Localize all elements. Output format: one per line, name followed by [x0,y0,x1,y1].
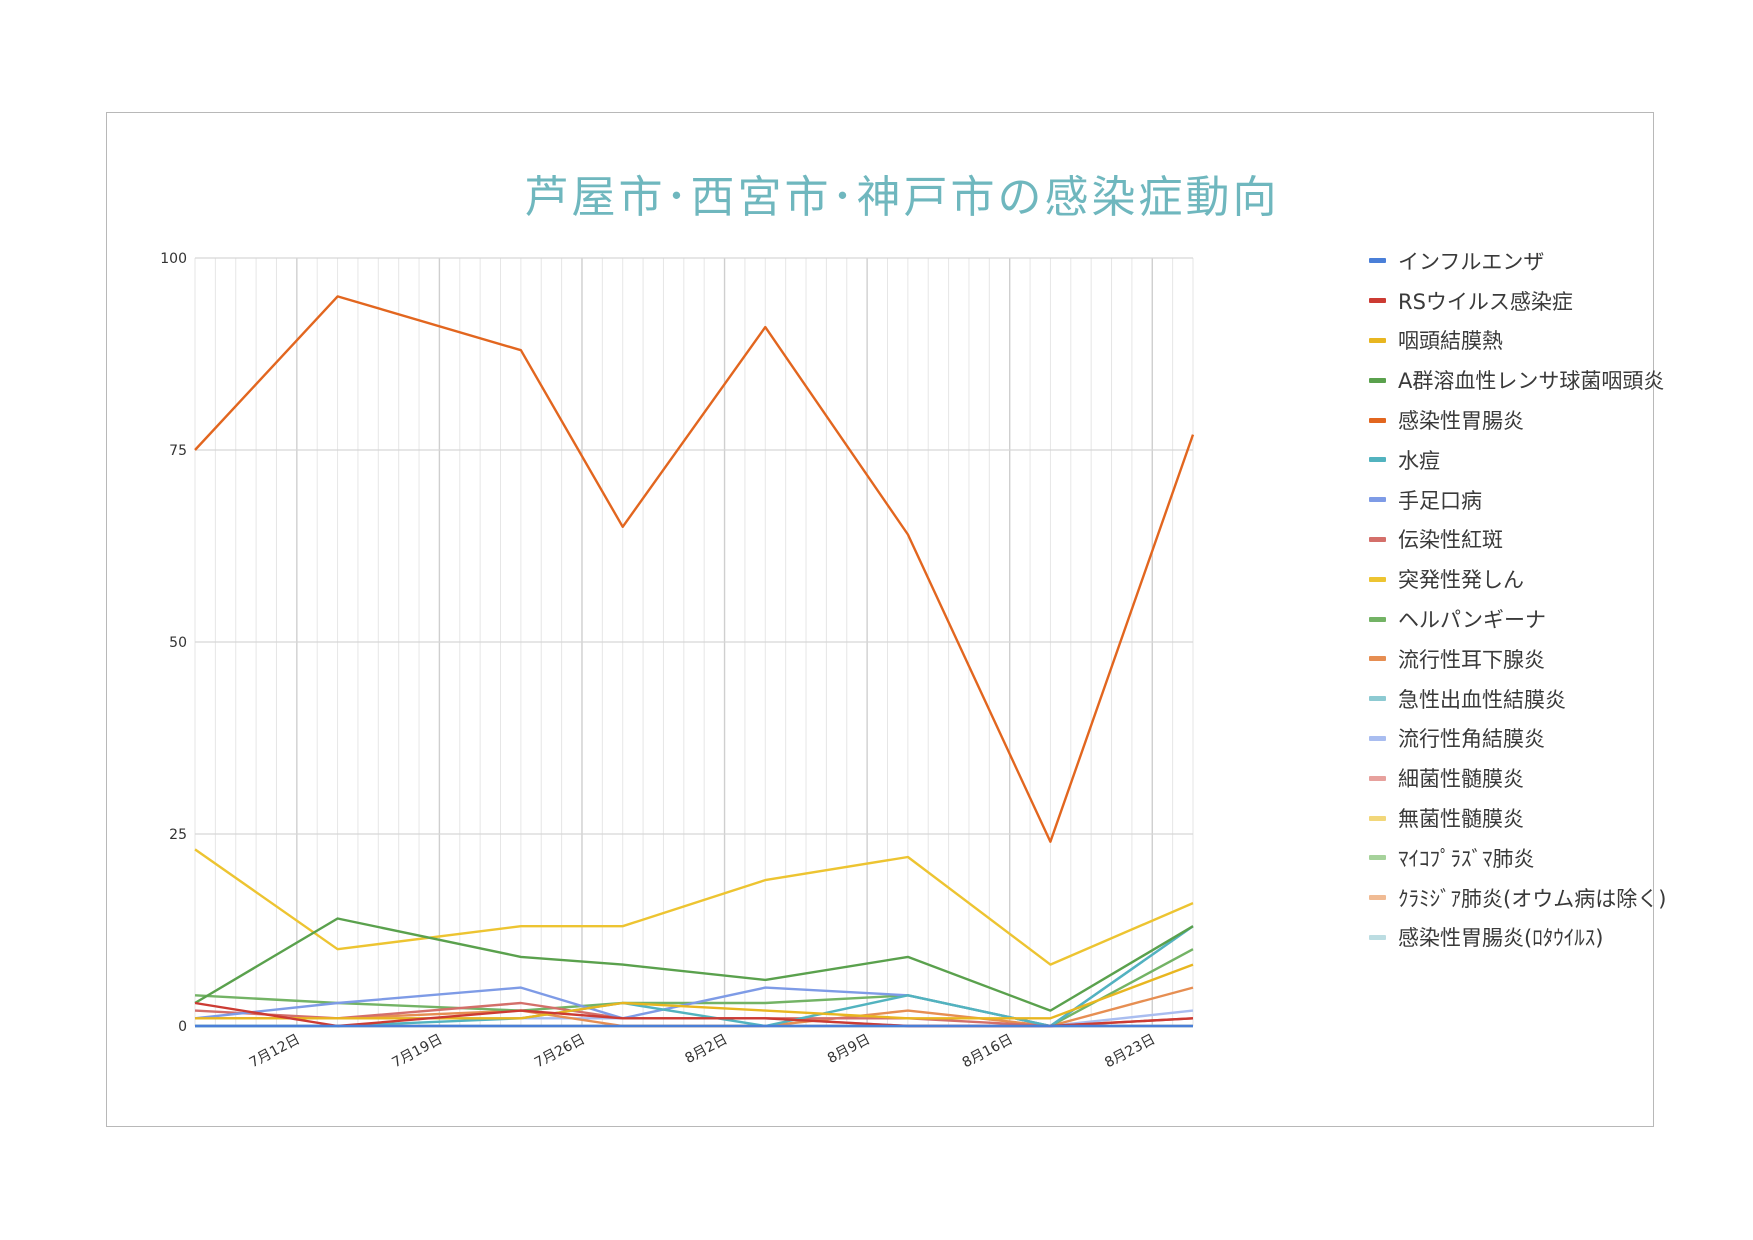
legend-item: インフルエンザ [1369,241,1649,281]
legend-label: RSウイルス感染症 [1398,289,1573,314]
series-line [194,925,1194,1028]
legend-item: 感染性胃腸炎 [1369,400,1649,440]
x-tick-label: 8月16日 [960,1031,1016,1071]
x-tick-label: 8月2日 [682,1031,730,1067]
legend-item: 無菌性髄膜炎 [1369,798,1649,838]
series-line [194,295,1195,843]
legend-item: ヘルパンギーナ [1369,599,1649,639]
legend-swatch [1369,656,1386,662]
legend-label: 流行性耳下腺炎 [1398,647,1545,672]
legend-label: 感染性胃腸炎 [1398,409,1524,434]
legend-swatch [1369,337,1386,343]
legend-swatch [1369,377,1386,383]
y-tick-label: 50 [169,635,187,651]
legend-swatch [1369,735,1386,741]
legend-item: 急性出血性結膜炎 [1369,679,1649,719]
y-tick-label: 0 [178,1019,187,1035]
legend-swatch [1369,815,1386,821]
legend-label: ヘルパンギーナ [1398,608,1547,633]
x-tick-label: 7月12日 [247,1031,303,1071]
legend-label: 咽頭結膜熱 [1398,329,1503,354]
x-tick-label: 8月23日 [1102,1031,1158,1071]
legend-swatch [1369,775,1386,781]
legend-swatch [1369,934,1386,940]
legend-label: 急性出血性結膜炎 [1398,687,1566,712]
legend: インフルエンザ RSウイルス感染症 咽頭結膜熱 A群溶血性レンサ球菌咽頭炎 感染性胃腸炎… [1369,241,1666,958]
legend-label: 突発性発しん [1398,568,1524,593]
legend-label: ﾏｲｺﾌﾟﾗｽﾞﾏ肺炎 [1398,846,1535,871]
legend-swatch [1369,536,1386,542]
line-chart: 0 25 50 75 100 7月12日 7月19日 7月26日 8月2日 8月9日 8月16日 8月… [160,251,1195,1071]
x-tick-label: 8月9日 [825,1031,873,1067]
y-tick-label: 75 [169,443,187,459]
chart-title: 芦屋市･西宮市･神戸市の感染症動向 [524,172,1280,223]
legend-swatch [1369,576,1386,582]
legend-swatch [1369,616,1386,622]
legend-item: RSウイルス感染症 [1369,281,1649,321]
chart-frame: 芦屋市･西宮市･神戸市の感染症動向 0 25 50 75 100 7月12日 7月19日 7月… [106,112,1666,1127]
legend-swatch [1369,258,1386,264]
legend-item: 伝染性紅斑 [1369,520,1649,560]
legend-item: A群溶血性レンサ球菌咽頭炎 [1369,360,1664,400]
x-tick-label: 7月26日 [532,1031,588,1071]
axes: 0 25 50 75 100 7月12日 7月19日 7月26日 8月2日 8月9日 8月16日 8月… [160,251,1193,1071]
legend-label: 細菌性髄膜炎 [1398,767,1524,792]
grid [194,257,1194,1027]
y-tick-label: 25 [169,827,187,843]
legend-swatch [1369,457,1386,463]
legend-label: 流行性角結膜炎 [1398,727,1545,752]
legend-swatch [1369,855,1386,861]
legend-label: インフルエンザ [1398,249,1545,274]
legend-item: 咽頭結膜熱 [1369,321,1649,361]
legend-swatch [1369,696,1386,702]
series-line [195,925,1194,1028]
legend-item: 水痘 [1369,440,1649,480]
series-lines [194,295,1195,1028]
legend-item: 突発性発しん [1369,559,1649,599]
legend-label: 感染性胃腸炎(ﾛﾀｳｲﾙｽ) [1398,926,1604,951]
legend-label: 伝染性紅斑 [1398,528,1503,553]
series-line [195,963,1194,1020]
legend-item: 細菌性髄膜炎 [1369,758,1649,798]
legend-label: 手足口病 [1398,488,1482,513]
legend-item: 流行性耳下腺炎 [1369,639,1649,679]
legend-item: ｸﾗﾐｼﾞｱ肺炎(オウム病は除く) [1369,878,1666,918]
series-line [194,917,1194,1012]
legend-label: 無菌性髄膜炎 [1398,807,1524,832]
legend-item: 手足口病 [1369,480,1649,520]
series-line [194,848,1194,966]
legend-label: 水痘 [1398,448,1440,473]
legend-label: A群溶血性レンサ球菌咽頭炎 [1398,369,1665,394]
legend-label: ｸﾗﾐｼﾞｱ肺炎(オウム病は除く) [1398,886,1667,911]
legend-swatch [1369,417,1386,423]
x-tick-label: 7月19日 [389,1031,445,1071]
legend-swatch [1369,497,1386,503]
legend-item: 感染性胃腸炎(ﾛﾀｳｲﾙｽ) [1369,918,1649,958]
legend-swatch [1369,298,1386,304]
y-tick-label: 100 [160,251,187,267]
legend-swatch [1369,895,1386,901]
legend-item: ﾏｲｺﾌﾟﾗｽﾞﾏ肺炎 [1369,838,1649,878]
legend-item: 流行性角結膜炎 [1369,719,1649,759]
